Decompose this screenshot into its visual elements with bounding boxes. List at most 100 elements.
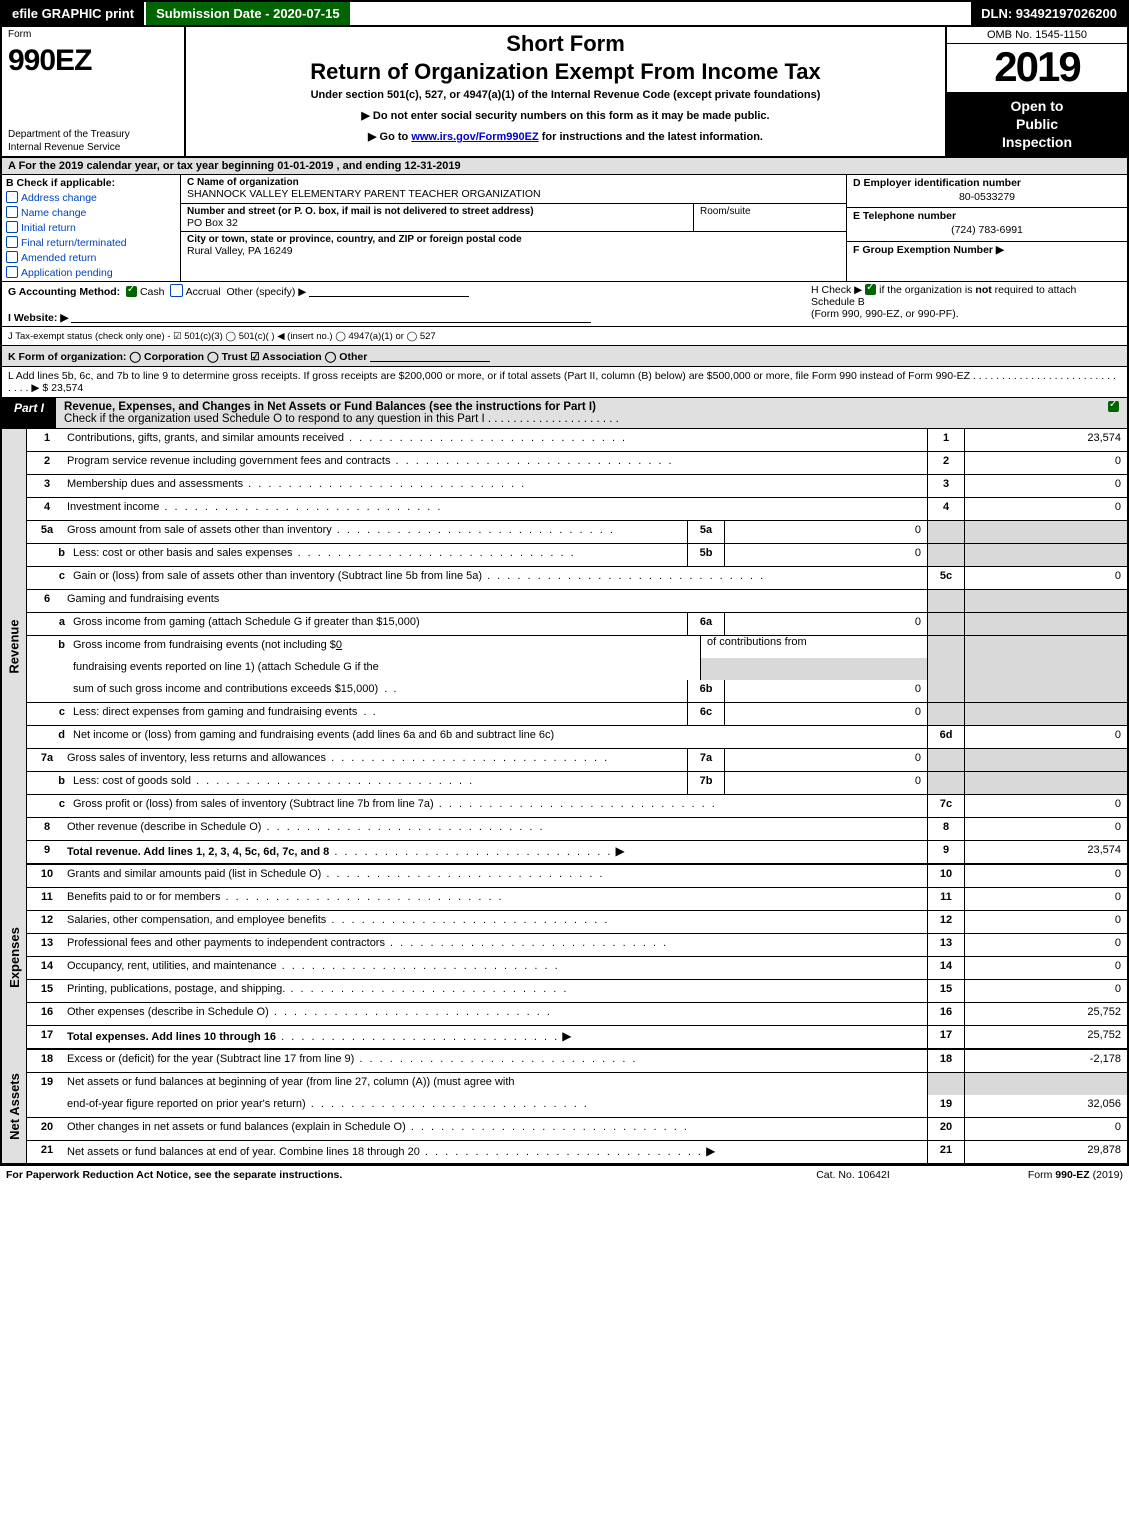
d-value: 80-0533279 xyxy=(853,191,1121,203)
chk-h[interactable] xyxy=(865,284,876,295)
line-5b-text: Less: cost or other basis and sales expe… xyxy=(73,547,293,559)
line-6b-text-2: fundraising events reported on line 1) (… xyxy=(73,661,379,673)
org-name-value: SHANNOCK VALLEY ELEMENTARY PARENT TEACHE… xyxy=(187,188,840,200)
i-label: I Website: ▶ xyxy=(8,312,68,324)
line-14-desc: Occupancy, rent, utilities, and maintena… xyxy=(67,957,927,979)
line-6b-text-1b: of contributions from xyxy=(701,636,807,648)
line-2-num: 2 xyxy=(27,452,67,474)
line-19a-desc: Net assets or fund balances at beginning… xyxy=(67,1073,927,1095)
line-17-ov: 25,752 xyxy=(964,1026,1127,1048)
line-3-num: 3 xyxy=(27,475,67,497)
chk-final-return[interactable]: Final return/terminated xyxy=(6,236,176,249)
line-6b-on-3 xyxy=(927,680,964,702)
dln-label: DLN: 93492197026200 xyxy=(971,2,1127,25)
row-l-text: L Add lines 5b, 6c, and 7b to line 9 to … xyxy=(8,370,1116,394)
line-12-ov: 0 xyxy=(964,911,1127,933)
line-21-text: Net assets or fund balances at end of ye… xyxy=(67,1146,420,1158)
revenue-section: Revenue 1 Contributions, gifts, grants, … xyxy=(0,429,1129,865)
part1-sub: Check if the organization used Schedule … xyxy=(64,413,619,425)
line-6b-amount: 0 xyxy=(336,639,342,651)
line-6c-num: c xyxy=(27,703,73,725)
submission-date-button[interactable]: Submission Date - 2020-07-15 xyxy=(146,2,352,25)
line-12-desc: Salaries, other compensation, and employ… xyxy=(67,911,927,933)
line-6a: a Gross income from gaming (attach Sched… xyxy=(27,613,1127,636)
line-7a: 7a Gross sales of inventory, less return… xyxy=(27,749,1127,772)
form-code: 990EZ xyxy=(8,44,178,78)
line-18-ov: -2,178 xyxy=(964,1050,1127,1072)
line-16-num: 16 xyxy=(27,1003,67,1025)
chk-accrual[interactable] xyxy=(170,284,183,297)
col-def: D Employer identification number 80-0533… xyxy=(846,175,1127,281)
line-20: 20 Other changes in net assets or fund b… xyxy=(27,1118,1127,1141)
part1-check[interactable] xyxy=(1100,398,1127,428)
top-bar: efile GRAPHIC print Submission Date - 20… xyxy=(0,0,1129,25)
line-19b-num xyxy=(27,1095,67,1117)
chk-application-pending[interactable]: Application pending xyxy=(6,266,176,279)
line-10-num: 10 xyxy=(27,865,67,887)
line-6b-iv: 0 xyxy=(724,680,927,702)
line-7c-ov: 0 xyxy=(964,795,1127,817)
line-19-num: 19 xyxy=(27,1073,67,1095)
arrow-icon: ▶ xyxy=(562,1029,571,1043)
line-19b: end-of-year figure reported on prior yea… xyxy=(27,1095,1127,1118)
part1-title-wrap: Revenue, Expenses, and Changes in Net As… xyxy=(56,398,1100,428)
line-18-text: Excess or (deficit) for the year (Subtra… xyxy=(67,1053,354,1065)
line-10-desc: Grants and similar amounts paid (list in… xyxy=(67,865,927,887)
line-7a-desc: Gross sales of inventory, less returns a… xyxy=(67,749,687,771)
cell-e-phone: E Telephone number (724) 783-6991 xyxy=(847,208,1127,242)
irs-link[interactable]: www.irs.gov/Form990EZ xyxy=(411,131,538,143)
line-7b-ov xyxy=(964,772,1127,794)
line-7b-on xyxy=(927,772,964,794)
footer-left: For Paperwork Reduction Act Notice, see … xyxy=(6,1169,763,1181)
line-9-num: 9 xyxy=(27,841,67,863)
d-caption: D Employer identification number xyxy=(853,177,1021,189)
g-other-input[interactable] xyxy=(309,284,469,297)
website-input[interactable] xyxy=(71,310,591,323)
chk-address-change[interactable]: Address change xyxy=(6,191,176,204)
line-6c-text: Less: direct expenses from gaming and fu… xyxy=(73,706,357,718)
line-2-ov: 0 xyxy=(964,452,1127,474)
line-20-num: 20 xyxy=(27,1118,67,1140)
line-14-ov: 0 xyxy=(964,957,1127,979)
chk-amended-return[interactable]: Amended return xyxy=(6,251,176,264)
footer-right: Form 990-EZ (2019) xyxy=(943,1169,1123,1181)
checkbox-icon xyxy=(6,191,18,203)
omb-number: OMB No. 1545-1150 xyxy=(947,27,1127,44)
line-13: 13 Professional fees and other payments … xyxy=(27,934,1127,957)
line-5c-desc: Gain or (loss) from sale of assets other… xyxy=(73,567,927,589)
h-rest2: (Form 990, 990-EZ, or 990-PF). xyxy=(811,308,959,320)
chk-initial-return[interactable]: Initial return xyxy=(6,221,176,234)
line-6a-desc: Gross income from gaming (attach Schedul… xyxy=(73,613,687,635)
row-k: K Form of organization: ◯ Corporation ◯ … xyxy=(0,346,1129,367)
goto-pre: ▶ Go to xyxy=(368,131,411,143)
line-19a-on xyxy=(927,1073,964,1095)
line-1-desc: Contributions, gifts, grants, and simila… xyxy=(67,429,927,451)
line-13-desc: Professional fees and other payments to … xyxy=(67,934,927,956)
block-bcd: B Check if applicable: Address change Na… xyxy=(0,175,1129,282)
line-6b-num: b xyxy=(27,636,73,658)
line-13-num: 13 xyxy=(27,934,67,956)
header-center: Short Form Return of Organization Exempt… xyxy=(186,27,945,156)
dept-line-1: Department of the Treasury xyxy=(8,129,130,140)
row-k-other-input[interactable] xyxy=(370,349,490,362)
line-6b-desc-2: fundraising events reported on line 1) (… xyxy=(73,658,700,680)
line-6b-ov-3 xyxy=(964,680,1127,702)
line-5b: b Less: cost or other basis and sales ex… xyxy=(27,544,1127,567)
line-13-on: 13 xyxy=(927,934,964,956)
form-header: Form 990EZ Department of the Treasury In… xyxy=(0,25,1129,158)
line-6a-on xyxy=(927,613,964,635)
side-tab-netassets: Net Assets xyxy=(2,1050,27,1163)
chk-name-change[interactable]: Name change xyxy=(6,206,176,219)
line-6d-on: 6d xyxy=(927,726,964,748)
line-5c-text: Gain or (loss) from sale of assets other… xyxy=(73,570,482,582)
line-6d-text: Net income or (loss) from gaming and fun… xyxy=(73,729,554,741)
city-caption: City or town, state or province, country… xyxy=(187,234,840,245)
efile-button[interactable]: efile GRAPHIC print xyxy=(2,2,146,25)
part1-tab: Part I xyxy=(2,398,56,428)
line-6b-text-1a: Gross income from fundraising events (no… xyxy=(73,639,336,651)
side-tab-expenses: Expenses xyxy=(2,865,27,1050)
chk-cash[interactable] xyxy=(126,286,137,297)
line-14: 14 Occupancy, rent, utilities, and maint… xyxy=(27,957,1127,980)
line-21-desc: Net assets or fund balances at end of ye… xyxy=(67,1141,927,1163)
open-line-2: Public xyxy=(1016,116,1058,132)
